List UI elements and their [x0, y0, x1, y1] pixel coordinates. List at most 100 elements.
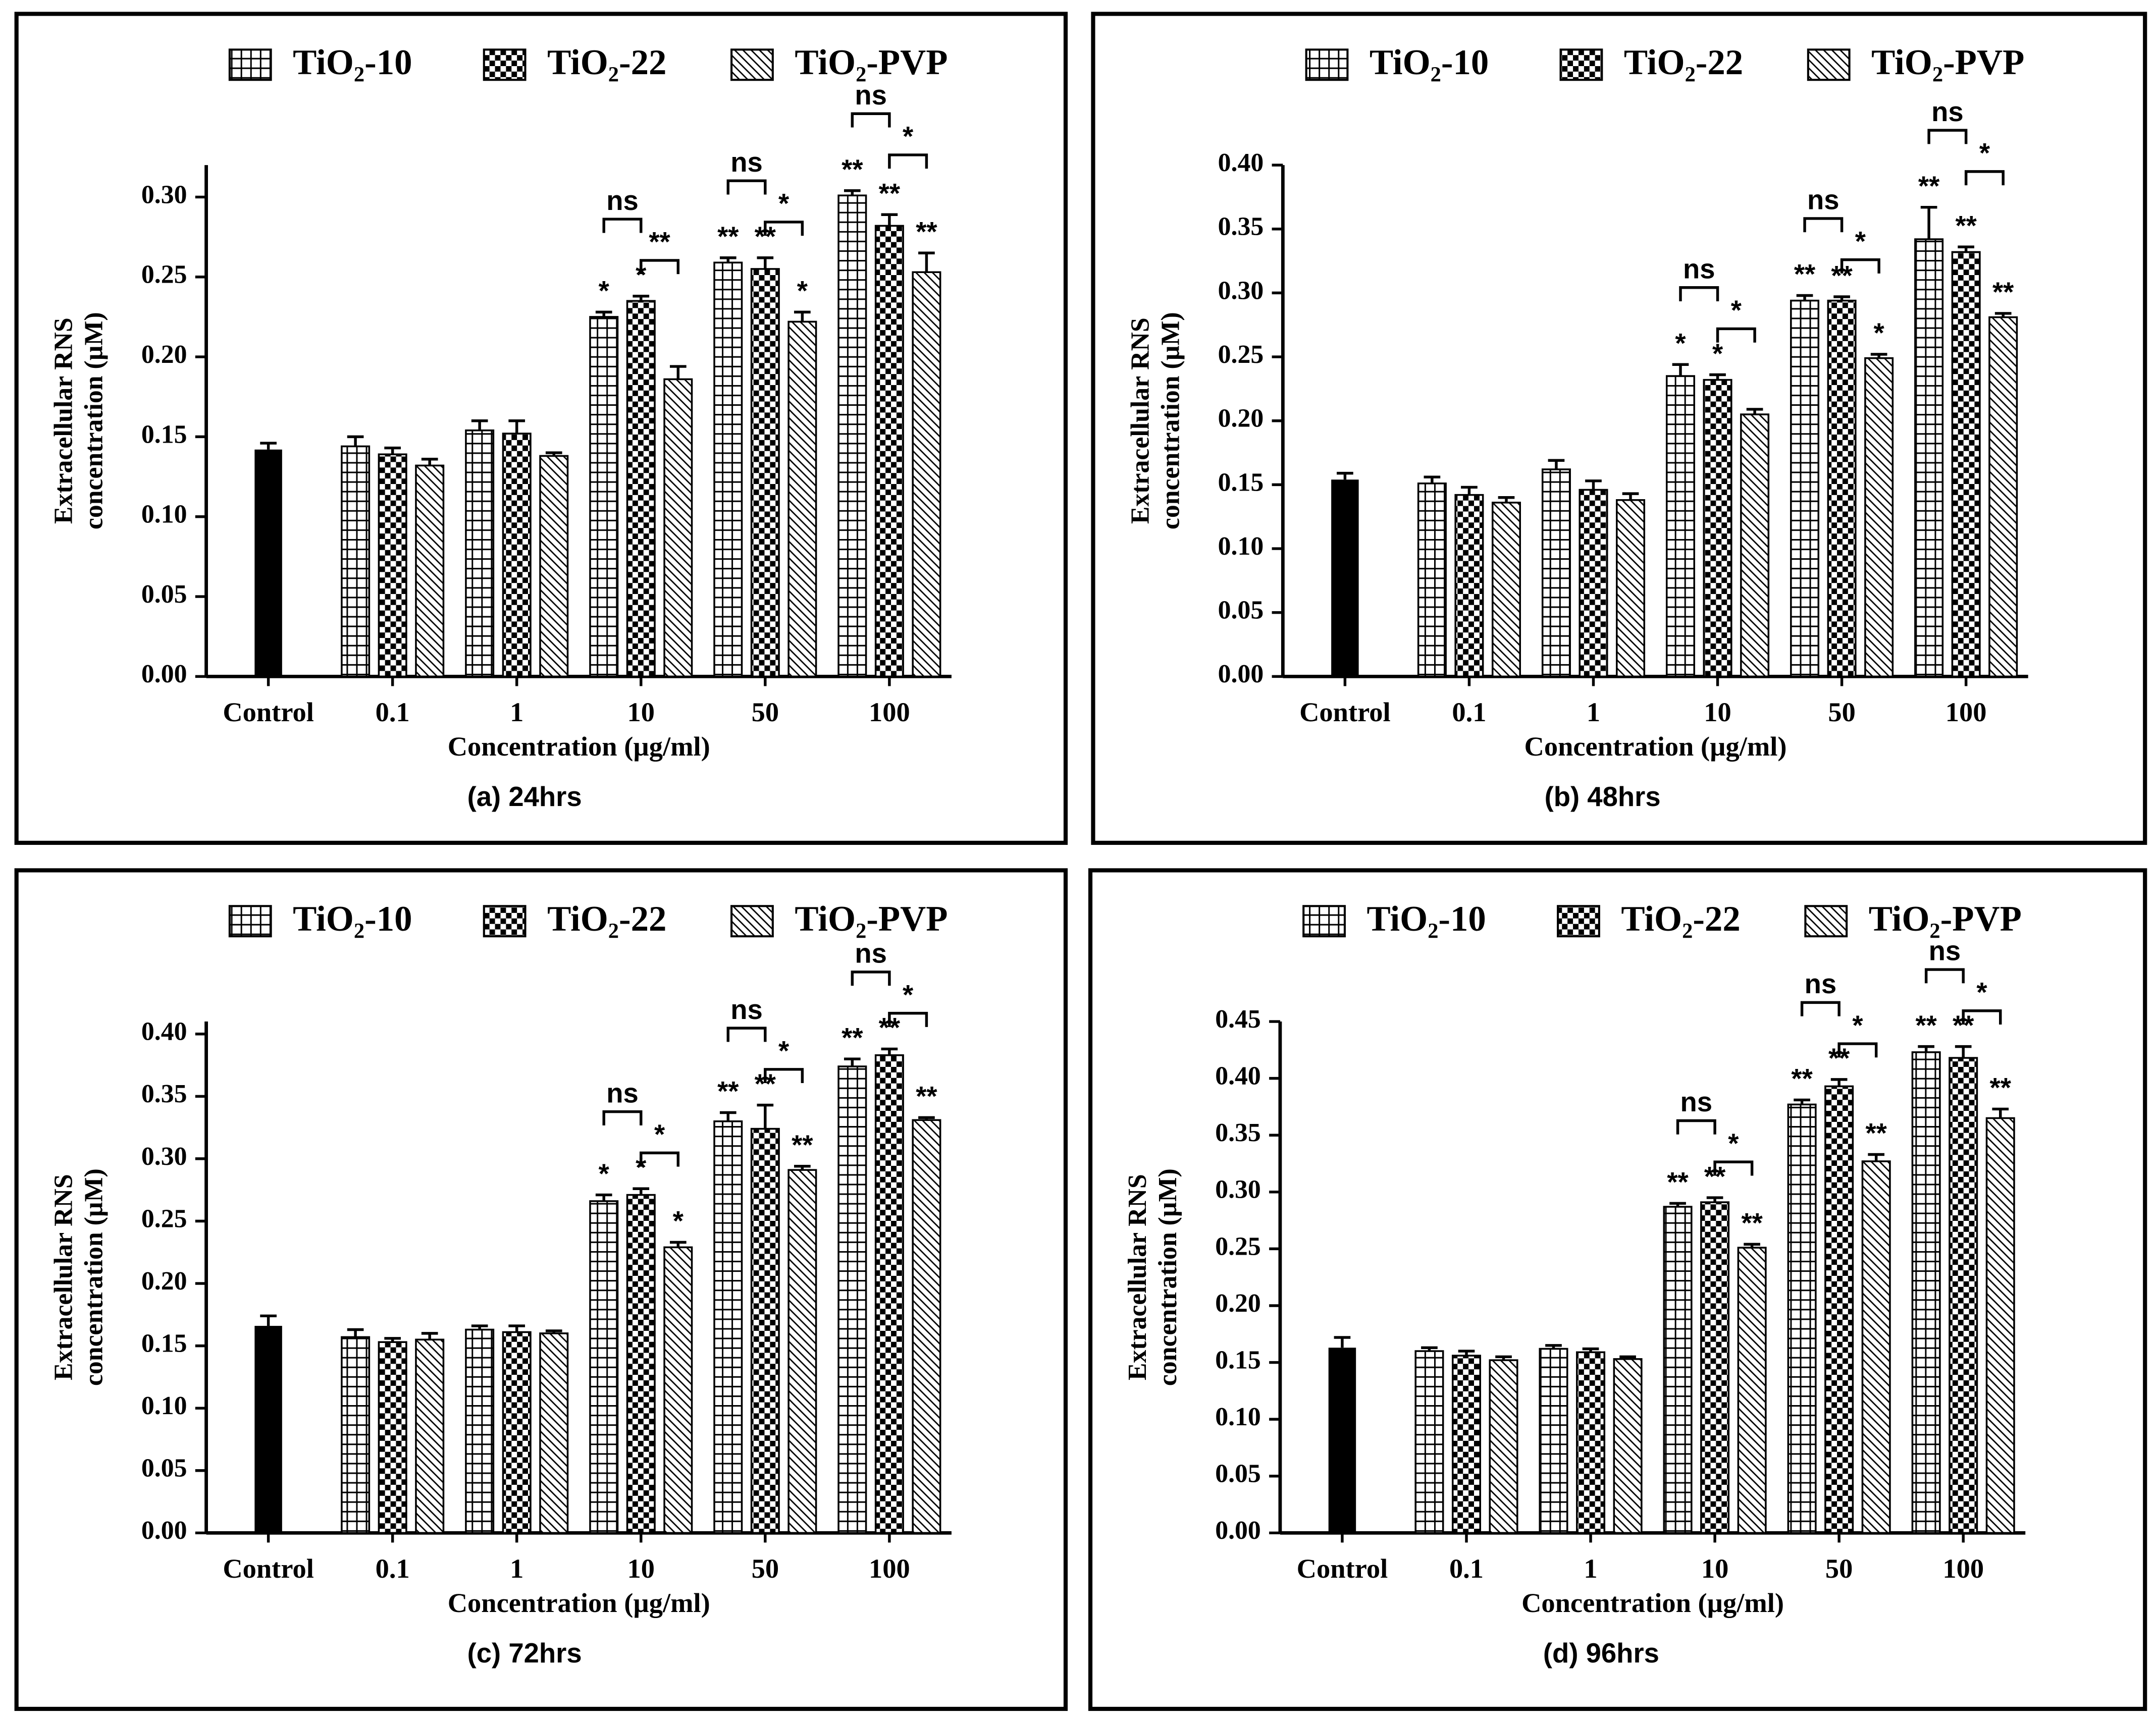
y-axis-label: concentration (µM) — [1153, 1168, 1182, 1386]
error-bar — [471, 1324, 488, 1330]
bar — [1541, 468, 1571, 678]
x-tick-label: 0.1 — [1452, 696, 1486, 727]
bar — [1911, 1051, 1941, 1534]
control-bar — [1331, 479, 1359, 677]
y-tick-label: 0.30 — [1215, 1175, 1261, 1204]
bar — [1824, 1085, 1854, 1534]
bar — [341, 445, 371, 678]
significance-label: ** — [1791, 1063, 1813, 1094]
bar — [837, 194, 867, 678]
legend-swatch — [1305, 48, 1349, 81]
bar — [1700, 1201, 1730, 1534]
legend-swatch — [730, 48, 774, 81]
bar — [1414, 1350, 1444, 1534]
bar — [465, 429, 495, 678]
bar — [1861, 1160, 1891, 1534]
y-tick-label: 0.10 — [141, 1391, 187, 1420]
bracket — [1927, 129, 1968, 144]
error-bar — [1545, 1344, 1562, 1349]
bar — [663, 1246, 693, 1534]
y-axis-label: Extracellular RNS — [49, 317, 78, 524]
x-tick-label: Control — [223, 696, 314, 727]
bracket — [888, 153, 928, 169]
x-tick-label: 100 — [869, 696, 910, 727]
error-bar — [1458, 1350, 1475, 1356]
error-bar — [1421, 1346, 1438, 1352]
y-tick-label: 0.20 — [1215, 1289, 1261, 1318]
error-bar — [1424, 475, 1441, 483]
x-tick-label: 50 — [752, 696, 779, 727]
caption: (b) 48hrs — [1545, 781, 1661, 812]
bar — [750, 1127, 780, 1534]
significance-label: ** — [1990, 1072, 2012, 1103]
significance-label: * — [1675, 328, 1686, 359]
bar — [1988, 316, 2018, 678]
error-bar — [1955, 1045, 1972, 1058]
bracket — [1840, 258, 1880, 274]
legend-swatch — [730, 905, 774, 938]
bar — [378, 453, 407, 678]
bar — [663, 378, 693, 678]
error-bar — [794, 310, 811, 322]
bracket — [1962, 1009, 2002, 1025]
error-bar — [1461, 486, 1478, 495]
error-bar — [918, 251, 935, 273]
bracket — [1837, 1042, 1878, 1058]
bar — [713, 1120, 743, 1534]
x-axis-label: Concentration (µg/ml) — [448, 1587, 710, 1618]
y-tick-label: 0.30 — [141, 1142, 187, 1171]
y-axis-label: concentration (µM) — [80, 1168, 109, 1386]
error-bar — [1830, 1078, 1848, 1087]
x-tick-label: 10 — [1704, 696, 1731, 727]
y-tick-label: 0.30 — [1218, 276, 1264, 305]
y-tick-label: 0.10 — [141, 500, 187, 529]
bracket-label: ns — [606, 185, 639, 216]
bar — [750, 268, 780, 678]
bar — [1787, 1103, 1817, 1534]
error-bar — [1495, 1355, 1512, 1361]
y-tick-label: 0.45 — [1215, 1005, 1261, 1034]
significance-label: ** — [1741, 1208, 1763, 1239]
x-tick-label: 100 — [1945, 696, 1987, 727]
legend-label: TiO₂-10 — [1370, 43, 1489, 82]
y-tick-label: 0.25 — [141, 260, 187, 289]
y-tick-label: 0.20 — [141, 340, 187, 369]
bar — [539, 1332, 569, 1534]
error-bar — [918, 1116, 935, 1120]
error-bar — [1992, 1107, 2009, 1118]
error-bar — [1920, 205, 1937, 240]
x-tick-label: 10 — [1701, 1553, 1728, 1584]
bracket-label: ns — [1683, 253, 1715, 284]
legend-label: TiO₂-PVP — [795, 899, 948, 939]
y-tick-label: 0.00 — [141, 660, 187, 688]
error-bar — [881, 213, 898, 226]
bar — [1985, 1117, 2015, 1534]
legend-swatch — [1302, 905, 1346, 938]
error-bar — [633, 1187, 650, 1195]
significance-label: ** — [1865, 1118, 1887, 1149]
panel-frame — [14, 12, 1068, 845]
error-bar — [545, 451, 562, 456]
error-bar — [1337, 471, 1353, 480]
y-tick-label: 0.25 — [1218, 340, 1264, 369]
error-bar — [595, 310, 612, 317]
bracket — [1800, 1001, 1841, 1016]
error-bar — [1994, 312, 2012, 317]
bracket-label: * — [1728, 1128, 1739, 1159]
error-bar — [1958, 245, 1974, 252]
bar — [874, 225, 904, 678]
y-axis-label: concentration (µM) — [80, 312, 109, 529]
panel-frame — [14, 868, 1068, 1711]
y-tick-label: 0.25 — [1215, 1232, 1261, 1261]
x-axis-label: Concentration (µg/ml) — [1524, 731, 1787, 762]
significance-label: * — [636, 1152, 647, 1182]
y-tick-label: 0.15 — [141, 1329, 187, 1358]
bar — [1740, 413, 1770, 678]
x-tick-label: 50 — [1828, 696, 1855, 727]
y-tick-label: 0.35 — [141, 1080, 187, 1108]
significance-label: ** — [842, 154, 863, 185]
y-axis-label: Extracellular RNS — [1123, 1174, 1152, 1380]
error-bar — [545, 1329, 562, 1333]
x-tick-label: 50 — [1825, 1553, 1853, 1584]
